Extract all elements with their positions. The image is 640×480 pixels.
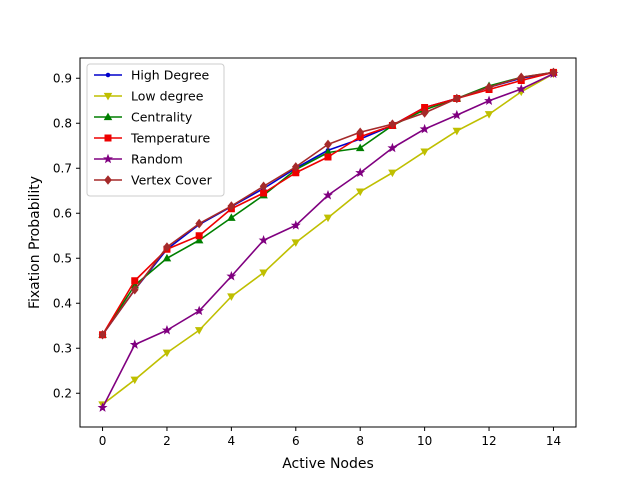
data-point-low-degree bbox=[227, 293, 236, 301]
data-point-vertex-cover bbox=[227, 201, 236, 211]
y-tick-label: 0.3 bbox=[53, 341, 72, 355]
legend-item-random: Random bbox=[94, 152, 183, 167]
x-tick-label: 8 bbox=[356, 434, 364, 448]
data-point-vertex-cover bbox=[130, 284, 139, 295]
legend-item-centrality: Centrality bbox=[94, 110, 193, 125]
data-point-centrality bbox=[355, 143, 365, 152]
x-tick-label: 10 bbox=[417, 434, 432, 448]
legend-label: Temperature bbox=[130, 131, 210, 146]
data-point-random bbox=[451, 109, 462, 120]
data-point-vertex-cover bbox=[485, 82, 493, 93]
data-point-random bbox=[516, 83, 527, 94]
legend-item-low-degree: Low degree bbox=[94, 89, 204, 104]
legend-label: High Degree bbox=[131, 68, 210, 83]
data-point-temperature bbox=[324, 153, 332, 161]
x-axis-label: Active Nodes bbox=[282, 456, 374, 472]
y-axis: 0.2 0.3 0.4 0.5 0.6 0.7 0.8 0.9 bbox=[53, 71, 80, 400]
data-point-random bbox=[129, 339, 140, 349]
series-vertex-cover bbox=[98, 67, 558, 340]
data-point-vertex-cover bbox=[291, 162, 300, 172]
legend: High Degree Low degree Centrality Temperatu… bbox=[86, 63, 225, 197]
x-tick-label: 0 bbox=[99, 434, 107, 448]
legend-marker bbox=[104, 175, 112, 185]
y-tick-label: 0.8 bbox=[53, 116, 72, 130]
data-point-random bbox=[226, 271, 237, 281]
legend-label: Low degree bbox=[131, 89, 204, 104]
data-point-vertex-cover bbox=[163, 242, 171, 252]
data-point-vertex-cover bbox=[98, 329, 107, 340]
legend-marker bbox=[103, 153, 113, 164]
x-tick-label: 12 bbox=[481, 434, 496, 448]
legend-label: Centrality bbox=[131, 110, 193, 125]
data-point-vertex-cover bbox=[388, 119, 397, 129]
data-point-temperature bbox=[131, 277, 139, 285]
data-point-random bbox=[161, 325, 172, 335]
plot-frame bbox=[79, 57, 577, 428]
data-point-low-degree bbox=[420, 148, 429, 157]
data-point-vertex-cover bbox=[259, 181, 268, 192]
data-point-low-degree bbox=[452, 127, 462, 136]
data-point-vertex-cover bbox=[356, 127, 365, 138]
data-point-random bbox=[97, 402, 108, 412]
legend-label: Vertex Cover bbox=[131, 173, 213, 188]
data-point-random bbox=[387, 142, 398, 153]
y-tick-label: 0.5 bbox=[53, 251, 72, 265]
data-point-random bbox=[290, 220, 301, 230]
data-point-centrality bbox=[194, 235, 204, 244]
data-point-centrality bbox=[162, 253, 172, 262]
x-tick-label: 14 bbox=[546, 434, 561, 448]
data-point-vertex-cover bbox=[517, 72, 526, 83]
data-point-random bbox=[484, 95, 495, 105]
x-tick-label: 4 bbox=[228, 434, 236, 448]
y-tick-label: 0.2 bbox=[53, 386, 72, 400]
y-tick-label: 0.6 bbox=[53, 206, 72, 220]
data-point-random bbox=[419, 123, 430, 134]
legend-marker bbox=[105, 72, 111, 78]
data-point-low-degree bbox=[484, 111, 494, 119]
data-point-vertex-cover bbox=[549, 67, 558, 78]
data-point-low-degree bbox=[259, 269, 268, 278]
data-point-low-degree bbox=[194, 327, 204, 335]
legend-box bbox=[86, 63, 225, 197]
data-point-vertex-cover bbox=[420, 108, 429, 118]
x-tick-label: 2 bbox=[163, 434, 171, 448]
legend-label: Random bbox=[131, 152, 183, 167]
legend-marker bbox=[103, 112, 113, 121]
data-point-vertex-cover bbox=[452, 93, 461, 104]
data-point-low-degree bbox=[355, 188, 365, 197]
y-tick-label: 0.4 bbox=[53, 296, 72, 310]
legend-marker bbox=[104, 134, 112, 142]
data-point-temperature bbox=[195, 232, 203, 240]
y-tick-label: 0.9 bbox=[53, 71, 72, 85]
data-point-low-degree bbox=[388, 169, 397, 178]
data-point-low-degree bbox=[130, 376, 140, 385]
x-axis: 0 2 4 6 8 10 12 14 bbox=[99, 427, 561, 448]
x-tick-label: 6 bbox=[292, 434, 300, 448]
data-point-random bbox=[194, 305, 205, 316]
data-point-random bbox=[323, 190, 333, 200]
y-axis-label: Fixation Probability bbox=[27, 176, 43, 309]
data-point-vertex-cover bbox=[324, 139, 332, 150]
legend-item-vertex-cover: Vertex Cover bbox=[94, 173, 213, 188]
data-point-low-degree bbox=[291, 239, 301, 247]
data-point-random bbox=[258, 235, 269, 245]
legend-item-temperature: Temperature bbox=[94, 131, 210, 146]
legend-item-high-degree: High Degree bbox=[94, 68, 210, 83]
data-point-low-degree bbox=[162, 349, 172, 358]
legend-marker bbox=[103, 92, 113, 101]
series-random bbox=[97, 68, 559, 412]
y-tick-label: 0.7 bbox=[53, 161, 72, 175]
data-point-low-degree bbox=[323, 214, 333, 223]
data-point-vertex-cover bbox=[195, 218, 204, 229]
data-point-random bbox=[355, 167, 366, 177]
data-point-centrality bbox=[227, 213, 236, 221]
series-layer bbox=[97, 67, 559, 412]
